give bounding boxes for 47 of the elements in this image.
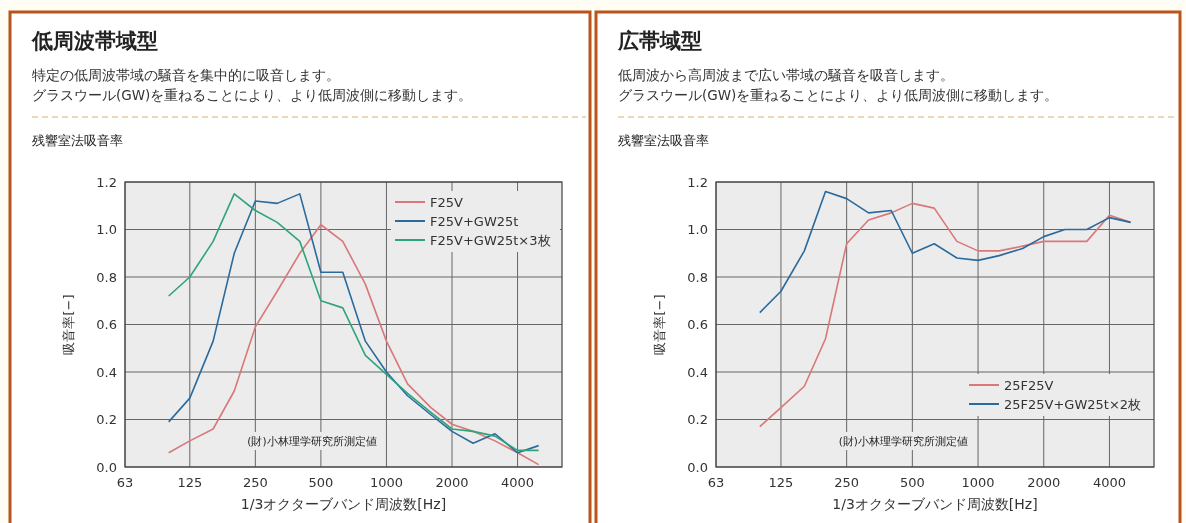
x-axis-title: 1/3オクターブバンド周波数[Hz]: [832, 496, 1038, 512]
y-tick-label: 1.2: [687, 174, 708, 190]
x-tick-label: 250: [834, 475, 860, 490]
x-tick-label: 1000: [369, 475, 403, 490]
legend-label: F25V: [430, 195, 464, 210]
y-tick-label: 0.4: [687, 364, 708, 380]
text: 残響室法吸音率: [618, 133, 709, 148]
y-tick-label: 0.6: [687, 317, 708, 332]
x-tick-label: 63: [116, 475, 134, 490]
x-tick-label: 2000: [435, 475, 469, 490]
y-tick-label: 0.8: [96, 269, 117, 285]
legend-label: F25V+GW25t×3枚: [430, 233, 551, 248]
x-tick-label: 500: [308, 475, 334, 490]
legend-label: F25V+GW25t: [430, 214, 519, 229]
y-tick-label: 0.2: [687, 412, 708, 427]
y-tick-label: 1.0: [687, 222, 708, 237]
text: 残響室法吸音率: [32, 133, 123, 148]
x-axis-title: 1/3オクターブバンド周波数[Hz]: [240, 496, 447, 512]
y-tick-label: 1.0: [96, 222, 117, 237]
x-tick-label: 2000: [1027, 475, 1061, 490]
y-axis-title: 吸音率[−]: [652, 294, 667, 355]
x-tick-label: 4000: [1092, 475, 1126, 490]
chart-title: 広帯域型: [617, 29, 702, 53]
x-tick-label: 4000: [501, 475, 535, 490]
y-axis-title: 吸音率[−]: [61, 294, 76, 355]
chart-title: 低周波帯域型: [31, 29, 158, 53]
y-tick-label: 0.0: [687, 459, 708, 475]
y-tick-label: 0.6: [96, 317, 117, 332]
x-tick-label: 125: [768, 475, 794, 490]
annotation: (財)小林理学研究所測定値: [247, 435, 377, 447]
legend-label: 25F25V+GW25t×2枚: [1004, 397, 1142, 412]
text: グラスウール(GW)を重ねることにより、より低周波側に移動します。: [618, 87, 1059, 103]
chart-subtitle: 特定の低周波帯域の騒音を集中的に吸音します。: [32, 67, 340, 83]
x-tick-label: 63: [707, 475, 725, 490]
annotation: (財)小林理学研究所測定値: [838, 435, 968, 447]
y-tick-label: 0.0: [96, 459, 117, 475]
y-tick-label: 0.4: [96, 364, 117, 380]
text: グラスウール(GW)を重ねることにより、より低周波側に移動します。: [32, 87, 473, 103]
legend-label: 25F25V: [1004, 378, 1054, 393]
x-tick-label: 500: [899, 475, 925, 490]
x-tick-label: 125: [177, 475, 203, 490]
chart-subtitle: 低周波から高周波まで広い帯域の騒音を吸音します。: [618, 67, 954, 83]
y-tick-label: 0.8: [687, 269, 708, 285]
x-tick-label: 250: [242, 475, 268, 490]
y-tick-label: 1.2: [96, 174, 117, 190]
y-tick-label: 0.2: [96, 412, 117, 427]
x-tick-label: 1000: [961, 475, 995, 490]
